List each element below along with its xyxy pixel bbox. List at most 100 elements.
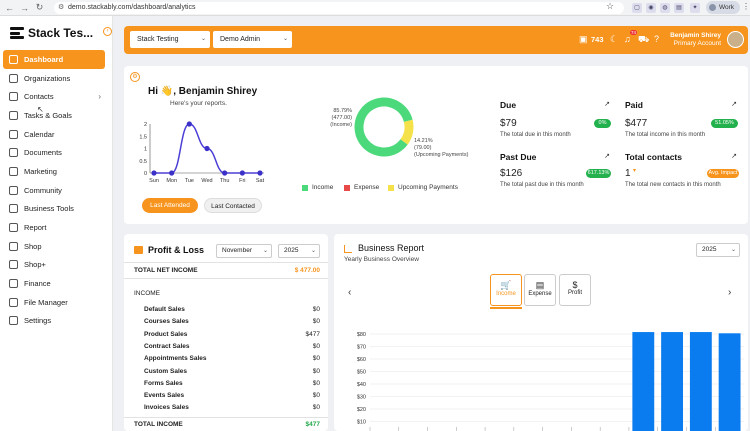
tab-income[interactable]: 🛒 Income — [490, 274, 522, 306]
extensions-puzzle-icon[interactable]: ✦ — [690, 3, 700, 13]
cart-icon: 🛒 — [500, 280, 512, 290]
moon-icon[interactable]: ☾ — [610, 34, 619, 44]
sidebar-item-contacts[interactable]: Contacts › — [3, 87, 105, 106]
extension-icon[interactable]: ▢ — [632, 3, 642, 13]
sidebar-item-label: Shop+ — [24, 260, 46, 270]
extension-icon[interactable]: ◍ — [660, 3, 670, 13]
browser-toolbar: ← → ↻ ⚙ demo.stackably.com/dashboard/ana… — [0, 0, 750, 16]
prev-arrow-icon[interactable]: ‹ — [348, 287, 352, 298]
address-bar[interactable]: ⚙ demo.stackably.com/dashboard/analytics — [54, 2, 624, 14]
month-select[interactable]: November ⌄ — [216, 244, 272, 258]
sidebar-item-settings[interactable]: Settings — [3, 312, 105, 331]
income-row-value: $0 — [312, 342, 320, 350]
shop-plus-icon — [9, 260, 18, 270]
user-name: Benjamin Shirey — [670, 32, 721, 39]
wallet-icon[interactable]: ▣ — [579, 34, 588, 44]
paid-value: $477 — [625, 118, 648, 129]
y-tick-label: $70 — [357, 345, 366, 351]
bar — [689, 332, 712, 431]
paid-sub: The total income in this month — [625, 132, 706, 138]
profile-button[interactable]: Work — [706, 1, 740, 14]
legend-upcoming: Upcoming Payments — [388, 184, 458, 191]
user-info[interactable]: Benjamin Shirey Primary Account — [669, 32, 721, 48]
x-tick-label: Sun — [149, 178, 159, 184]
sidebar-item-community[interactable]: Community — [3, 181, 105, 200]
last-contacted-button[interactable]: Last Contacted — [204, 198, 262, 213]
chevron-right-icon[interactable]: › — [98, 92, 101, 102]
contacts-title: Total contacts — [625, 152, 682, 162]
sidebar-item-report[interactable]: Report — [3, 218, 105, 237]
due-pill: 0% — [594, 119, 611, 128]
browser-menu-icon[interactable]: ⋮ — [742, 2, 750, 11]
last-attended-button[interactable]: Last Attended — [142, 198, 198, 213]
reload-icon[interactable]: ↻ — [35, 2, 44, 12]
cart-icon[interactable]: ⛟ — [638, 34, 650, 44]
sidebar-item-finance[interactable]: Finance — [3, 274, 105, 293]
bell-icon[interactable]: ♫ — [624, 34, 631, 44]
site-info-icon[interactable]: ⚙ — [58, 4, 65, 11]
y-tick-label: $80 — [357, 332, 366, 338]
x-tick-label: Sat — [256, 178, 265, 184]
paid-open-icon[interactable]: ↗ — [731, 101, 737, 108]
sidebar-item-shop[interactable]: Shop+ — [3, 256, 105, 275]
sidebar-item-label: Business Tools — [24, 204, 74, 214]
x-tick-label: Wed — [201, 178, 212, 184]
income-row-label: Courses Sales — [144, 318, 189, 326]
yearly-bar-chart: $80 $70 $60 $50 $40 $30 $20 $10 — [357, 332, 744, 431]
sidebar-item-organizations[interactable]: Organizations — [3, 69, 105, 88]
report-year-select[interactable]: 2025 ⌄ — [696, 243, 740, 257]
income-row-value: $0 — [312, 392, 320, 400]
money-icon — [134, 246, 143, 254]
divider — [124, 278, 328, 279]
folder-icon — [9, 297, 18, 307]
sidebar-item-label: Marketing — [24, 166, 57, 176]
sidebar-item-tasks-goals[interactable]: Tasks & Goals — [3, 106, 105, 125]
notification-badge: 74 — [630, 30, 638, 35]
grid-icon — [9, 54, 18, 64]
extension-icon[interactable]: ▤ — [674, 3, 684, 13]
sidebar: Stack Tes... ‹ Dashboard Organizations Con… — [0, 16, 113, 431]
report-icon — [9, 223, 18, 233]
tab-expense[interactable]: ▤ Expense — [524, 274, 556, 306]
avatar[interactable] — [727, 31, 744, 48]
data-point — [186, 121, 192, 127]
contacts-open-icon[interactable]: ↗ — [731, 153, 737, 160]
bookmark-star-icon[interactable]: ☆ — [606, 1, 615, 11]
chevron-down-icon: ⌄ — [282, 36, 288, 42]
building-icon — [9, 73, 18, 83]
collapse-sidebar-icon[interactable]: ‹ — [103, 27, 112, 36]
year-select[interactable]: 2025 ⌄ — [278, 244, 320, 258]
forward-icon[interactable]: → — [20, 2, 29, 13]
data-point — [151, 170, 157, 176]
x-tick-label: Mon — [166, 178, 177, 184]
contacts-value: 1 — [625, 168, 631, 179]
income-row-value: $477 — [305, 330, 320, 338]
extension-icon[interactable]: ◉ — [646, 3, 656, 13]
sidebar-item-business-tools[interactable]: Business Tools — [3, 200, 105, 219]
settings-icon[interactable]: ⚙ — [130, 72, 140, 82]
business-report-subtitle: Yearly Business Overview — [344, 256, 419, 263]
organization-select[interactable]: Stack Testing ⌄ — [130, 31, 210, 48]
due-open-icon[interactable]: ↗ — [604, 101, 610, 108]
sidebar-item-documents[interactable]: Documents — [3, 143, 105, 162]
next-arrow-icon[interactable]: › — [728, 287, 732, 298]
past-due-open-icon[interactable]: ↗ — [604, 153, 610, 160]
role-select[interactable]: Demo Admin ⌄ — [213, 31, 292, 48]
sidebar-item-file-manager[interactable]: File Manager — [3, 293, 105, 312]
sidebar-item-dashboard[interactable]: Dashboard — [3, 50, 105, 69]
question-icon[interactable]: ? — [654, 34, 660, 44]
due-sub: The total due in this month — [500, 132, 571, 138]
sidebar-item-marketing[interactable]: Marketing — [3, 162, 105, 181]
income-row-label: Product Sales — [144, 330, 188, 338]
sidebar-item-shop[interactable]: Shop — [3, 237, 105, 256]
sidebar-item-calendar[interactable]: Calendar — [3, 125, 105, 144]
shop-icon — [9, 241, 18, 251]
logo[interactable]: Stack Tes... — [10, 25, 100, 41]
tab-profit[interactable]: $ Profit — [559, 274, 591, 306]
x-tick-label: Thu — [220, 178, 229, 184]
sidebar-item-label: Community — [24, 185, 62, 195]
back-icon[interactable]: ← — [5, 2, 14, 13]
greeting-title: Hi 👋, Benjamin Shirey — [148, 86, 258, 97]
income-row-label: Default Sales — [144, 306, 185, 313]
contacts-sub: The total new contacts in this month — [625, 182, 721, 188]
